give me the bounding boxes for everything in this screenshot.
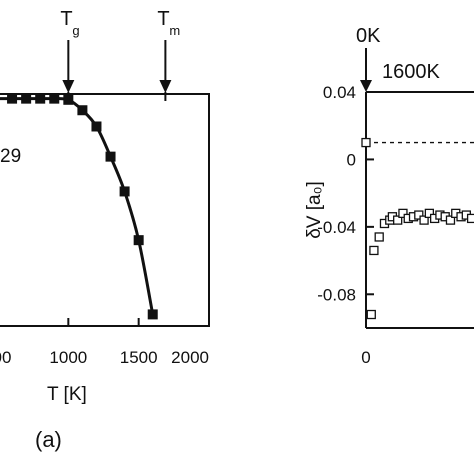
left-data-point [133,235,144,246]
right-data-point [445,215,456,225]
right-y-tick-label: -0.04 [317,218,356,237]
left-marker-subscript: m [169,23,180,38]
left-marker-label: T [157,8,169,30]
left-x-tick-label: 1000 [49,348,87,367]
right-data-point [393,215,403,225]
left-plot-frame [0,93,210,327]
right-data-point [361,137,371,148]
left-marker-arrowhead [159,80,172,93]
left-marker-subscript: g [72,23,79,38]
left-x-ticks: 1000 1500 2000 00 [0,318,210,367]
left-data-point [21,93,32,104]
left-series-points [7,93,158,320]
left-data-point [105,151,116,162]
left-panel-label: (a) [35,427,62,452]
right-y-tick-label: -0.08 [317,285,356,304]
left-data-point [63,94,74,105]
left-x-tick-label: 1500 [120,348,158,367]
right-data-point [466,213,474,224]
right-top-label: 0K [356,25,381,47]
right-top-label: 1600K [382,61,440,83]
right-data-point [369,245,379,256]
right-data-point [424,208,435,219]
right-y-axis-label: δV [a₀] [304,181,325,239]
left-data-point [35,93,46,104]
right-x-tick-label: 0 [361,348,370,367]
right-top-arrowhead [360,80,372,92]
left-inline-label: 29 [0,146,21,167]
left-data-point [147,309,158,320]
left-data-point [77,105,88,116]
right-data-point [366,309,376,320]
right-data-point [419,215,429,225]
left-series-line [0,97,155,315]
right-data-point [374,232,384,242]
right-y-tick-label: 0 [347,150,356,169]
left-data-point [119,186,130,197]
left-x-tick-label: 00 [0,348,11,367]
right-data-point [414,210,424,220]
right-data-point [398,208,408,219]
right-y-ticks: 0.04 0 -0.04 -0.08 [317,83,374,304]
left-x-tick-label: 2000 [171,348,209,367]
left-marker-label: T [60,8,72,30]
left-data-point [91,121,102,132]
left-data-point [49,93,60,104]
right-series-points [361,137,474,320]
left-marker-arrowhead [62,80,75,93]
right-y-tick-label: 0.04 [323,83,356,102]
left-x-axis-label: T [K] [47,384,87,405]
left-data-point [7,93,18,104]
